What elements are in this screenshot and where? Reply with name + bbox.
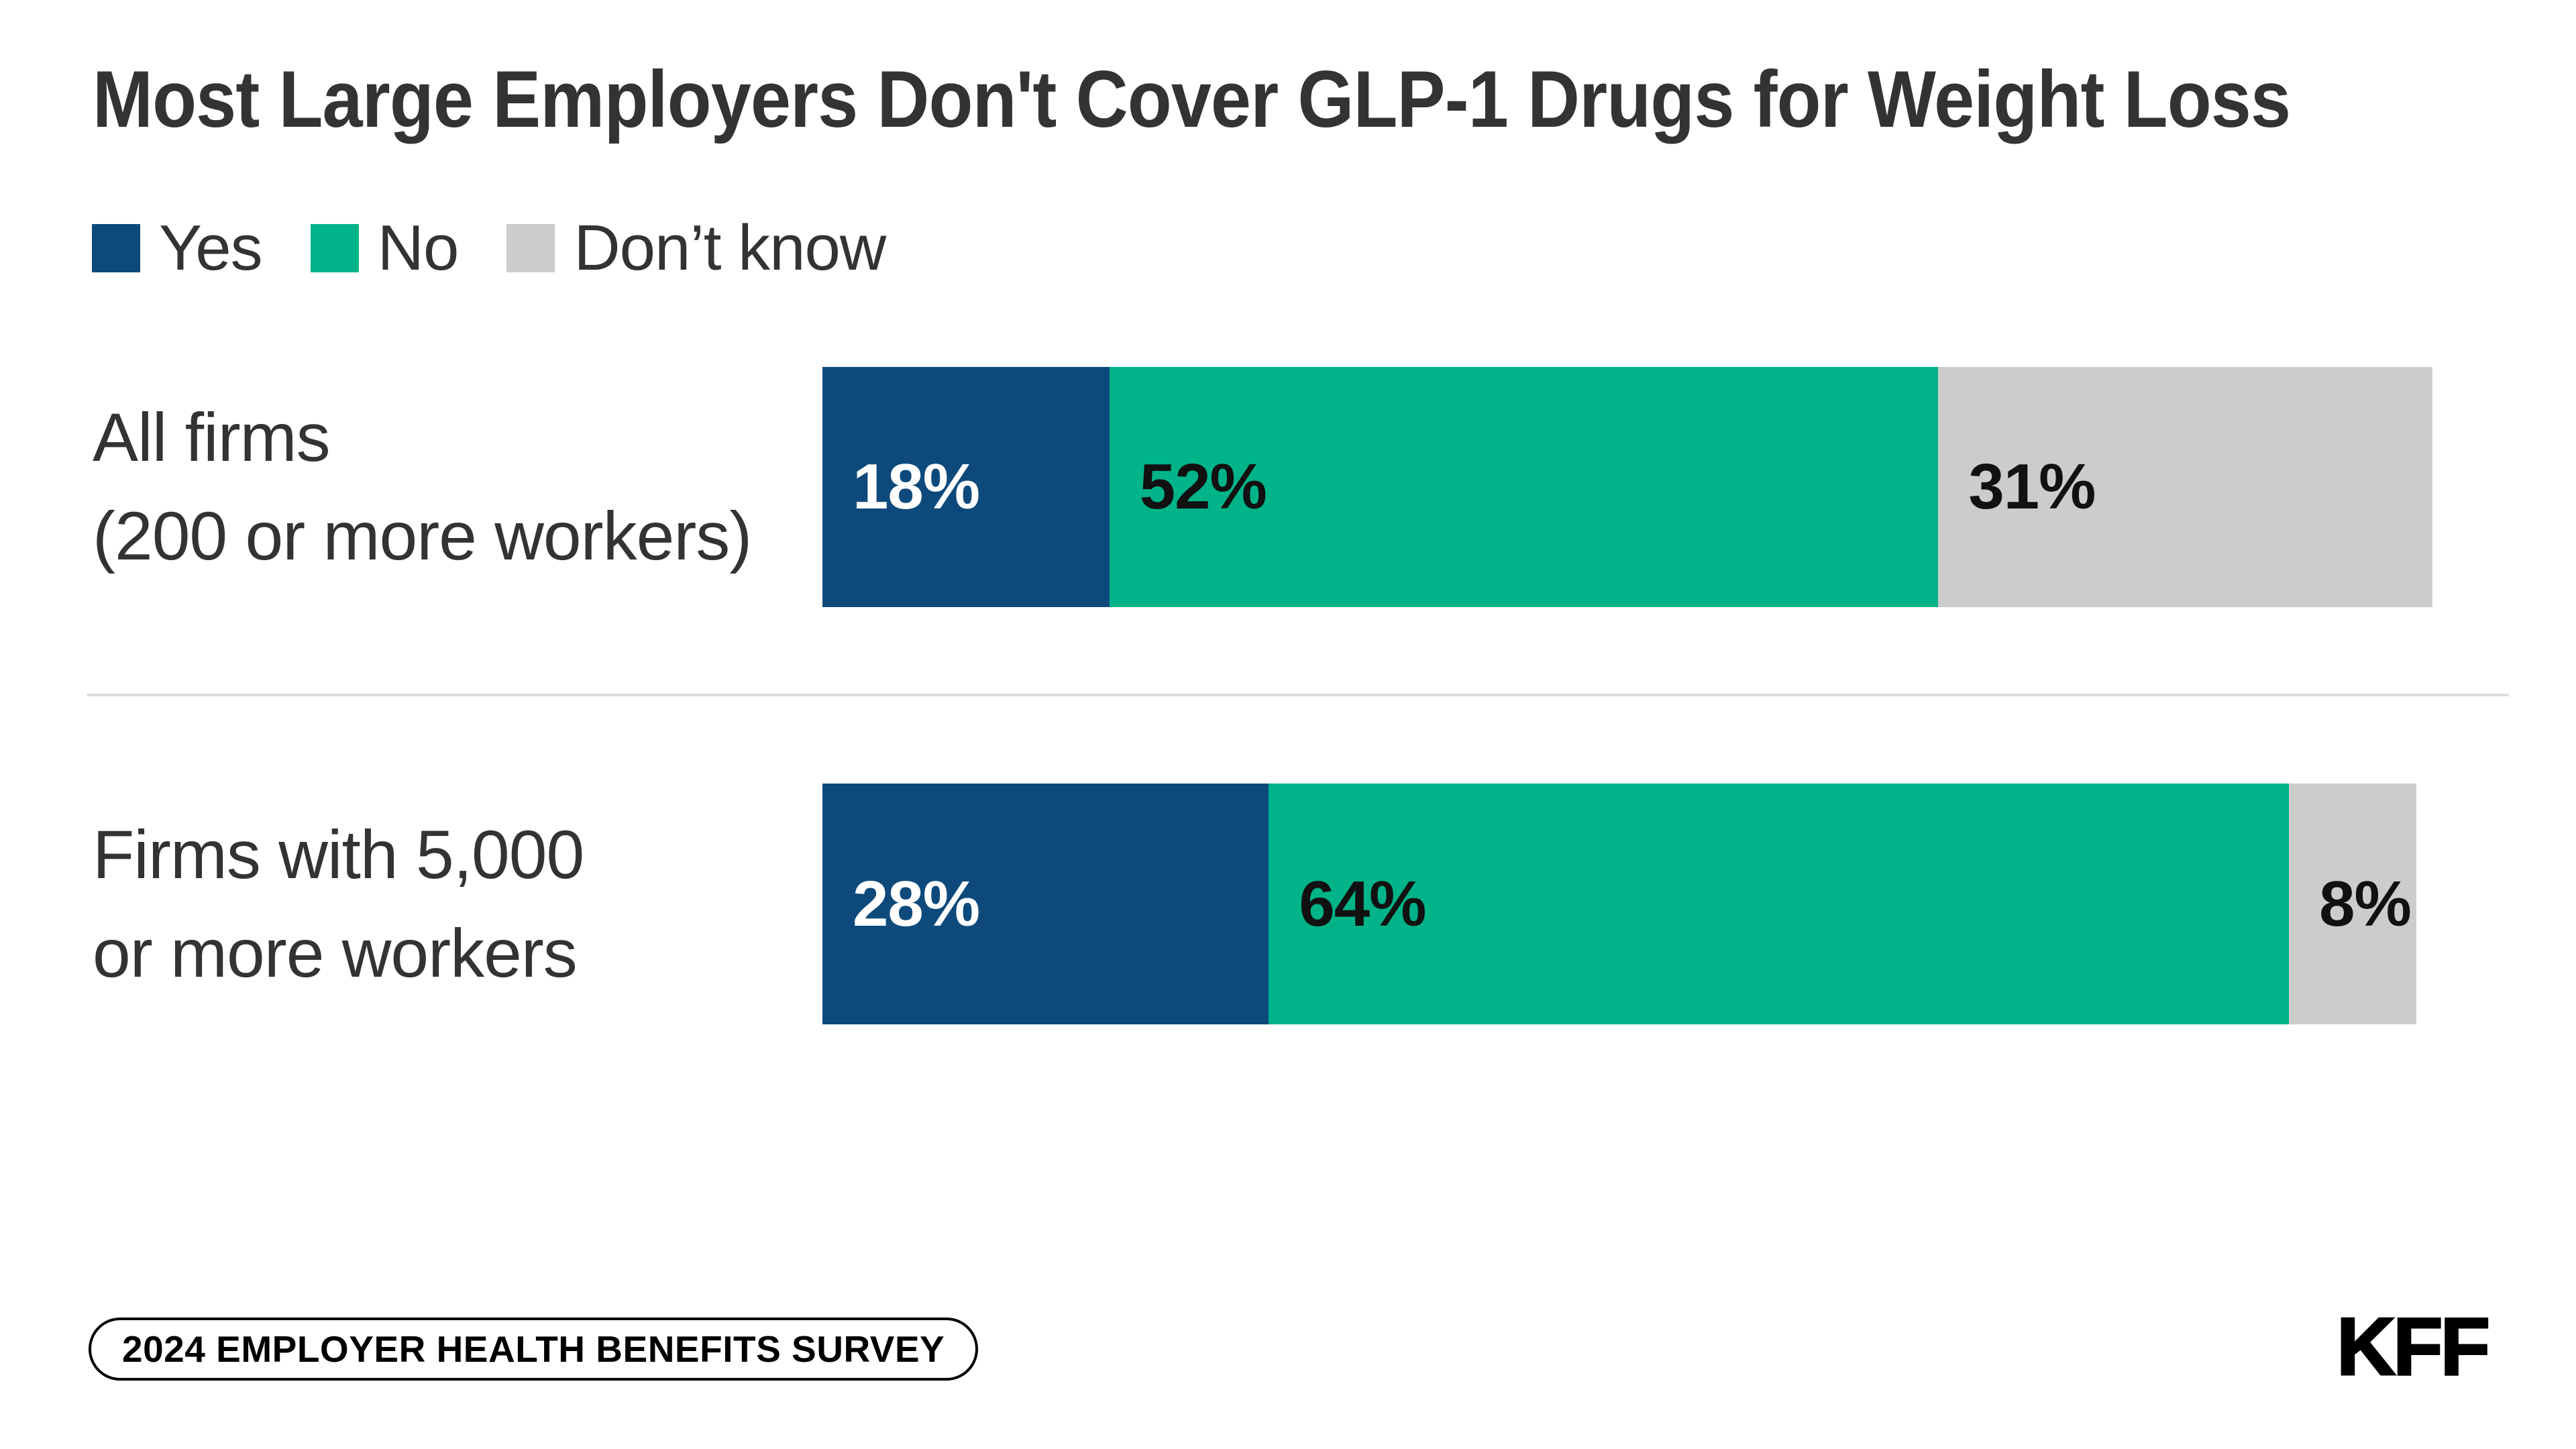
row-label-line: All firms (93, 399, 331, 476)
legend-item-no: No (310, 211, 460, 285)
bar-segment-don-t-know: 31% (1938, 367, 2432, 607)
legend-swatch-yes (92, 224, 140, 272)
row-label-line: Firms with 5,000 (93, 816, 584, 893)
survey-badge: 2024 EMPLOYER HEALTH BENEFITS SURVEY (89, 1318, 979, 1381)
page-title: Most Large Employers Don't Cover GLP-1 D… (93, 54, 2291, 144)
bar-value-label: 31% (1968, 451, 2096, 523)
bar-value-label: 52% (1139, 451, 1267, 523)
legend-swatch-no (310, 224, 359, 272)
row-label-line: (200 or more workers) (93, 498, 752, 574)
row-label-all-firms: All firms (200 or more workers) (93, 367, 810, 607)
kff-logo: KFF (2335, 1301, 2491, 1392)
bar-value-label: 64% (1299, 867, 1426, 940)
bar-value-label: 28% (853, 867, 980, 940)
bar-segment-no: 64% (1269, 784, 2290, 1024)
row-separator (87, 694, 2509, 696)
bar-segment-yes: 18% (822, 367, 1110, 607)
row-label-5000-plus-firms: Firms with 5,000 or more workers (93, 784, 810, 1024)
bar-row-all-firms: 18% 52% 31% (822, 367, 2432, 607)
bar-row-5000-plus-firms: 28% 64% 8% (822, 784, 2417, 1024)
legend-label-yes: Yes (159, 212, 263, 284)
bar-value-label: 8% (2319, 867, 2412, 940)
legend-label-no: No (377, 212, 460, 284)
bar-value-label: 18% (853, 451, 980, 523)
bar-segment-yes: 28% (822, 784, 1269, 1024)
row-label-line: or more workers (93, 914, 578, 991)
legend-item-yes: Yes (92, 211, 263, 285)
legend-swatch-dont-know (506, 224, 555, 272)
bar-segment-no: 52% (1109, 367, 1939, 607)
legend: Yes No Don’t know (92, 211, 886, 285)
legend-item-dont-know: Don’t know (506, 211, 886, 285)
legend-label-dont-know: Don’t know (574, 212, 886, 284)
bar-segment-don-t-know: 8% (2289, 784, 2417, 1024)
